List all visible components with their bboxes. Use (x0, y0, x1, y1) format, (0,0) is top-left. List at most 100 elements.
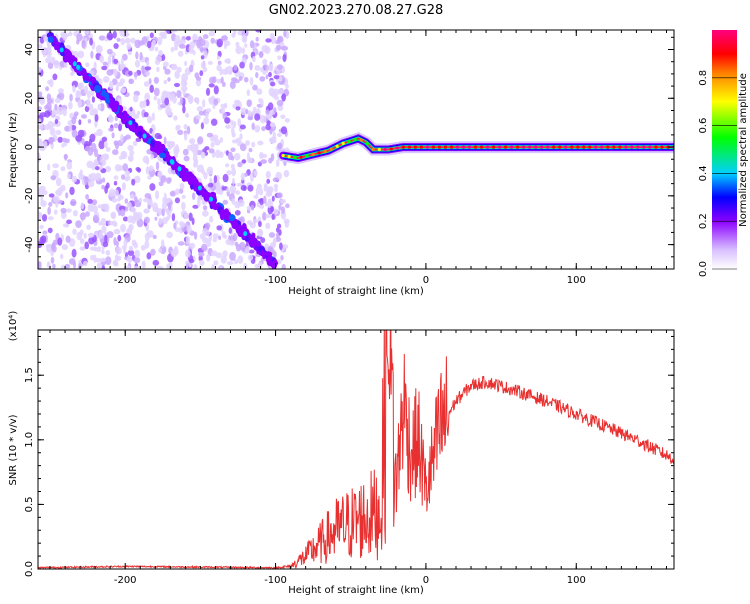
noise-cell (216, 55, 220, 60)
noise-cell (39, 36, 45, 44)
noise-cell (79, 246, 86, 251)
carrier-cell (594, 145, 598, 149)
y-tick-label: 40 (24, 43, 35, 56)
noise-cell (229, 251, 236, 261)
noise-cell (120, 87, 127, 93)
noise-cell (273, 75, 280, 80)
noise-cell (202, 34, 209, 40)
noise-cell (157, 98, 161, 106)
noise-cell (142, 99, 147, 108)
noise-cell (126, 43, 132, 50)
noise-cell (51, 110, 55, 117)
noise-cell (205, 87, 211, 96)
noise-cell (47, 227, 53, 234)
colorbar-tick-label: 0.0 (698, 261, 709, 277)
noise-cell (124, 198, 128, 204)
noise-cell (120, 208, 126, 217)
noise-cell (236, 182, 242, 187)
noise-cell (134, 39, 141, 49)
noise-cell (241, 47, 245, 54)
noise-cell (111, 211, 117, 220)
noise-cell (69, 186, 75, 196)
noise-cell (153, 95, 158, 101)
noise-cell (255, 187, 259, 196)
noise-cell (125, 175, 131, 181)
noise-cell (283, 169, 290, 178)
noise-cell (252, 84, 258, 91)
noise-cell (115, 240, 119, 247)
noise-cell (45, 86, 50, 92)
noise-cell (251, 141, 256, 148)
noise-cell (191, 217, 195, 225)
noise-cell (220, 76, 224, 84)
noise-cell (205, 112, 209, 118)
noise-cell (277, 55, 282, 60)
noise-cell (237, 161, 243, 168)
noise-cell (84, 176, 88, 186)
noise-cell (54, 60, 60, 69)
noise-cell (281, 45, 288, 51)
noise-cell (267, 102, 274, 111)
noise-cell (237, 255, 244, 264)
noise-cell (233, 259, 238, 265)
noise-cell (196, 106, 203, 112)
noise-cell (120, 223, 126, 233)
noise-cell (173, 45, 178, 51)
noise-cell (148, 165, 154, 172)
noise-cell (209, 215, 214, 223)
noise-cell (200, 55, 205, 60)
noise-cell (128, 70, 133, 76)
noise-cell (194, 143, 199, 151)
noise-cell (276, 64, 283, 70)
noise-cell (81, 114, 87, 119)
carrier-cell (341, 141, 345, 145)
noise-cell (75, 135, 83, 142)
noise-cell (210, 37, 216, 44)
carrier-cell (449, 145, 454, 149)
y-tick-label: 0.0 (24, 561, 35, 577)
noise-cell (284, 220, 290, 228)
noise-cell (265, 123, 272, 131)
carrier-cell (588, 145, 592, 149)
noise-cell (156, 66, 160, 73)
noise-cell (253, 219, 258, 224)
noise-cell (161, 201, 167, 211)
noise-cell (229, 185, 237, 194)
carrier-cell (479, 145, 484, 149)
noise-cell (115, 246, 122, 255)
noise-cell (174, 82, 180, 88)
colorbar-tick-label: 0.8 (698, 70, 709, 86)
track-cell (111, 106, 119, 113)
noise-cell (201, 200, 206, 206)
noise-cell (179, 182, 185, 190)
noise-cell (257, 140, 264, 146)
noise-cell (221, 35, 228, 41)
noise-cell (182, 148, 189, 156)
carrier-cell (371, 147, 375, 152)
noise-cell (55, 129, 62, 135)
noise-cell (263, 195, 267, 204)
noise-cell (58, 88, 64, 94)
noise-cell (113, 123, 119, 129)
noise-cell (192, 149, 198, 156)
noise-cell (248, 249, 255, 254)
noise-cell (166, 208, 170, 215)
noise-cell (204, 146, 210, 151)
noise-cell (199, 70, 204, 77)
carrier-cell (630, 145, 634, 149)
noise-cell (87, 198, 93, 204)
noise-cell (48, 216, 54, 221)
x-tick-label: -200 (114, 575, 137, 586)
noise-cell (144, 92, 151, 102)
noise-cell (243, 76, 249, 83)
noise-cell (188, 258, 195, 264)
noise-cell (61, 244, 69, 251)
noise-cell (64, 61, 68, 68)
noise-cell (68, 238, 76, 247)
snr-ticks: -200 -100 0 100 0.0 0.5 1.0 1.5 (24, 330, 674, 586)
noise-cell (105, 250, 111, 256)
noise-cell (202, 205, 208, 211)
y-tick-label: -20 (24, 188, 35, 204)
carrier-cell (504, 145, 508, 149)
